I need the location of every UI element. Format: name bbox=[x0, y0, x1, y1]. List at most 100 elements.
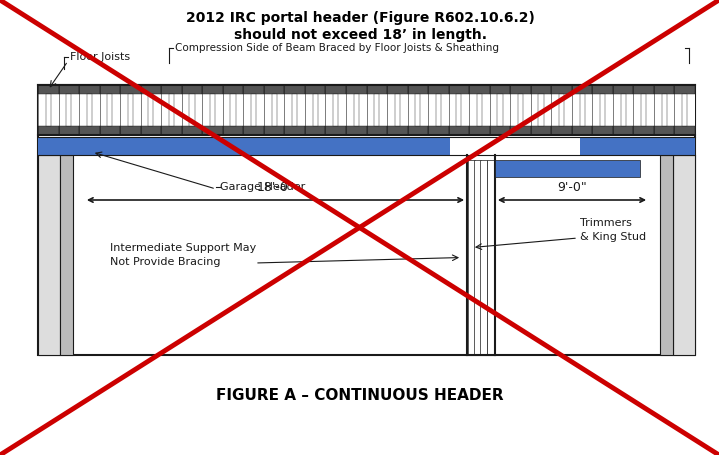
Bar bbox=[613, 85, 633, 94]
Bar bbox=[436, 94, 441, 126]
Bar bbox=[416, 94, 421, 126]
Bar bbox=[490, 85, 510, 94]
Bar bbox=[510, 126, 531, 135]
Bar bbox=[100, 126, 120, 135]
Bar bbox=[367, 85, 387, 94]
Bar bbox=[66, 94, 71, 126]
Bar bbox=[510, 85, 531, 94]
Bar bbox=[264, 85, 285, 94]
Bar bbox=[223, 126, 243, 135]
Bar bbox=[572, 85, 592, 94]
Bar bbox=[333, 94, 338, 126]
Bar bbox=[531, 85, 551, 94]
Bar bbox=[633, 85, 654, 94]
Bar bbox=[539, 94, 544, 126]
Text: Trimmers
& King Stud: Trimmers & King Stud bbox=[580, 218, 646, 242]
Bar bbox=[58, 126, 79, 135]
Bar bbox=[141, 85, 161, 94]
Bar bbox=[449, 126, 470, 135]
Bar bbox=[408, 126, 428, 135]
Bar bbox=[674, 85, 695, 94]
Bar bbox=[202, 85, 223, 94]
Bar bbox=[374, 94, 380, 126]
Bar bbox=[120, 85, 141, 94]
Bar bbox=[367, 126, 387, 135]
Text: 9'-0": 9'-0" bbox=[557, 181, 587, 194]
Bar bbox=[457, 94, 462, 126]
Bar bbox=[305, 126, 326, 135]
Bar bbox=[641, 94, 646, 126]
Bar bbox=[449, 85, 470, 94]
Bar bbox=[161, 126, 182, 135]
Bar bbox=[285, 126, 305, 135]
Bar bbox=[285, 85, 305, 94]
Bar bbox=[46, 94, 51, 126]
Bar bbox=[654, 85, 674, 94]
Bar bbox=[141, 126, 161, 135]
Bar bbox=[251, 94, 256, 126]
Bar bbox=[202, 126, 223, 135]
Bar bbox=[387, 85, 408, 94]
Bar bbox=[428, 85, 449, 94]
Bar bbox=[210, 94, 215, 126]
Bar bbox=[305, 85, 326, 94]
Bar bbox=[580, 94, 585, 126]
Bar bbox=[161, 85, 182, 94]
Bar bbox=[480, 160, 487, 355]
Bar bbox=[100, 85, 120, 94]
Bar bbox=[620, 94, 626, 126]
Bar bbox=[580, 137, 695, 155]
Bar bbox=[674, 126, 695, 135]
Bar bbox=[272, 94, 277, 126]
Bar bbox=[292, 94, 297, 126]
Bar bbox=[450, 137, 580, 155]
Bar bbox=[60, 155, 73, 355]
Bar bbox=[38, 155, 60, 355]
Bar bbox=[120, 126, 141, 135]
Bar bbox=[468, 160, 475, 355]
Bar bbox=[148, 94, 153, 126]
Bar bbox=[264, 126, 285, 135]
Bar bbox=[243, 85, 264, 94]
Bar bbox=[346, 85, 367, 94]
Bar bbox=[354, 94, 359, 126]
Bar bbox=[182, 126, 202, 135]
Bar bbox=[38, 85, 695, 355]
Bar bbox=[551, 126, 572, 135]
Bar bbox=[592, 126, 613, 135]
Text: Garage Header: Garage Header bbox=[220, 182, 306, 192]
Text: Intermediate Support May
Not Provide Bracing: Intermediate Support May Not Provide Bra… bbox=[110, 243, 256, 267]
Bar bbox=[633, 126, 654, 135]
Text: Floor Joists: Floor Joists bbox=[70, 52, 130, 62]
Bar bbox=[408, 85, 428, 94]
Bar bbox=[477, 94, 482, 126]
Text: should not exceed 18’ in length.: should not exceed 18’ in length. bbox=[234, 28, 487, 42]
Text: 18'-0": 18'-0" bbox=[257, 181, 294, 194]
Bar bbox=[313, 94, 318, 126]
Bar bbox=[495, 160, 640, 177]
Bar bbox=[487, 160, 494, 355]
Bar bbox=[428, 126, 449, 135]
Bar bbox=[673, 155, 695, 355]
Bar bbox=[387, 126, 408, 135]
Bar bbox=[79, 85, 100, 94]
Bar bbox=[559, 94, 564, 126]
Bar bbox=[326, 126, 346, 135]
Bar bbox=[346, 126, 367, 135]
Bar bbox=[128, 94, 133, 126]
Bar bbox=[600, 94, 605, 126]
Bar bbox=[169, 94, 174, 126]
Bar bbox=[551, 85, 572, 94]
Bar bbox=[58, 85, 79, 94]
Bar bbox=[395, 94, 400, 126]
Bar bbox=[182, 85, 202, 94]
Bar bbox=[682, 94, 687, 126]
Bar bbox=[38, 137, 450, 155]
Bar bbox=[38, 85, 695, 135]
Bar bbox=[38, 85, 58, 94]
Bar bbox=[531, 126, 551, 135]
Bar bbox=[613, 126, 633, 135]
Text: 2012 IRC portal header (Figure R602.10.6.2): 2012 IRC portal header (Figure R602.10.6… bbox=[186, 11, 534, 25]
Bar bbox=[474, 160, 481, 355]
Bar bbox=[38, 126, 58, 135]
